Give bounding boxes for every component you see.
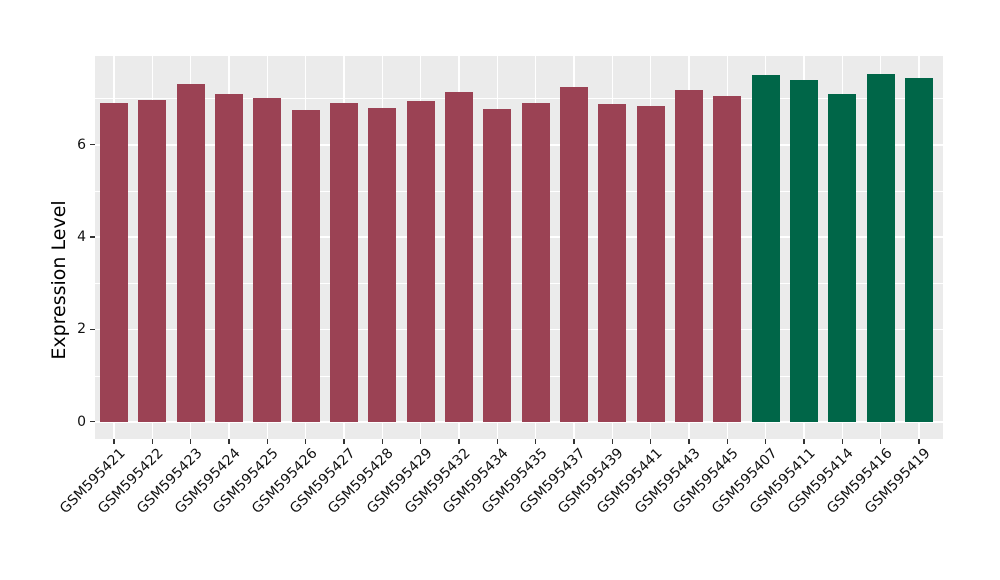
y-tick-label: 0 xyxy=(77,413,86,430)
bar-GSM595421 xyxy=(100,103,128,422)
bar-GSM595432 xyxy=(444,91,473,422)
bar-GSM595443 xyxy=(674,89,703,422)
x-tick-GSM595434 xyxy=(496,439,498,444)
minor-gridline-y7 xyxy=(95,98,943,100)
x-tick-GSM595435 xyxy=(534,439,537,444)
y-tick-4 xyxy=(90,236,95,238)
minor-gridline-y5 xyxy=(95,190,943,192)
bar-GSM595429 xyxy=(406,101,435,422)
x-tick-GSM595421 xyxy=(113,439,115,444)
bar-GSM595428 xyxy=(368,107,397,422)
x-tick-GSM595407 xyxy=(764,439,767,444)
y-tick-2 xyxy=(90,328,95,331)
y-tick-label: 4 xyxy=(77,228,86,245)
bar-GSM595414 xyxy=(828,94,857,422)
x-tick-GSM595411 xyxy=(803,439,805,444)
x-tick-GSM595426 xyxy=(305,439,307,444)
bar-GSM595439 xyxy=(598,104,627,422)
x-tick-GSM595429 xyxy=(419,439,422,444)
x-tick-GSM595441 xyxy=(649,439,652,444)
x-tick-GSM595416 xyxy=(879,439,882,444)
bar-GSM595416 xyxy=(866,73,895,422)
bar-GSM595437 xyxy=(559,86,588,422)
x-tick-GSM595419 xyxy=(918,439,920,444)
bar-GSM595407 xyxy=(751,75,780,422)
bar-GSM595422 xyxy=(138,100,167,422)
x-tick-GSM595414 xyxy=(841,439,843,444)
y-axis-title: Expression Level xyxy=(48,200,70,360)
major-gridline-y2 xyxy=(95,328,943,331)
y-tick-6 xyxy=(90,144,95,146)
bar-GSM595426 xyxy=(291,109,320,422)
bar-GSM595427 xyxy=(329,102,358,422)
x-tick-GSM595432 xyxy=(458,439,460,444)
x-tick-GSM595443 xyxy=(688,439,690,444)
x-tick-GSM595423 xyxy=(190,439,192,444)
x-tick-GSM595445 xyxy=(726,439,728,444)
plot-panel xyxy=(95,56,943,439)
bar-GSM595441 xyxy=(636,106,665,422)
bar-GSM595424 xyxy=(214,94,243,422)
y-tick-label: 2 xyxy=(77,321,86,338)
bar-GSM595419 xyxy=(904,78,933,422)
x-tick-GSM595422 xyxy=(151,439,153,444)
bar-GSM595435 xyxy=(521,103,550,422)
bar-GSM595445 xyxy=(713,95,742,422)
x-tick-GSM595424 xyxy=(228,439,230,444)
y-tick-0 xyxy=(90,421,95,423)
major-gridline-y4 xyxy=(95,236,943,238)
bar-GSM595423 xyxy=(176,83,205,422)
minor-gridline-y1 xyxy=(95,375,943,377)
bar-GSM595411 xyxy=(789,79,818,422)
x-tick-GSM595425 xyxy=(266,439,268,444)
x-tick-GSM595428 xyxy=(381,439,383,444)
x-tick-GSM595427 xyxy=(343,439,345,444)
x-tick-GSM595437 xyxy=(573,439,575,444)
major-gridline-y6 xyxy=(95,144,943,146)
x-tick-GSM595439 xyxy=(611,439,613,444)
major-gridline-y0 xyxy=(95,421,943,423)
bar-GSM595434 xyxy=(483,109,512,422)
bar-GSM595425 xyxy=(253,97,282,422)
y-tick-label: 6 xyxy=(77,136,86,153)
minor-gridline-y3 xyxy=(95,283,943,284)
